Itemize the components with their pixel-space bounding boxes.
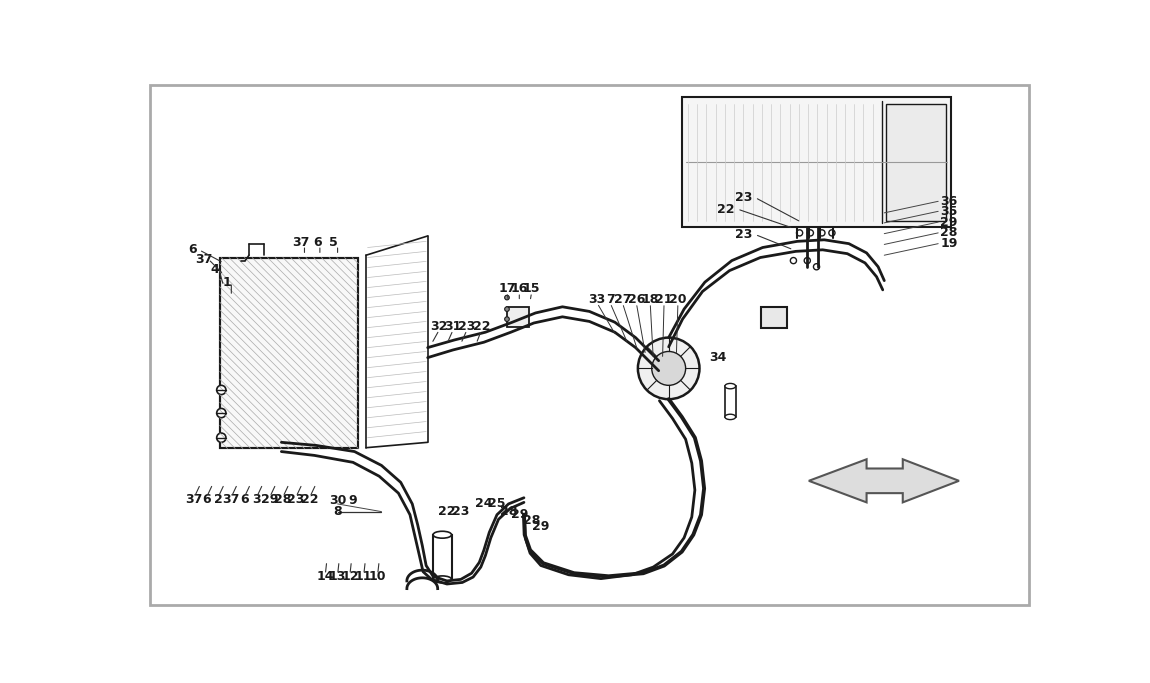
Text: 6: 6 [240,493,248,506]
Circle shape [216,433,225,443]
Text: 27: 27 [614,292,631,305]
Circle shape [829,229,835,236]
Text: 37: 37 [223,493,240,506]
Bar [434,535,452,579]
Polygon shape [808,459,959,503]
Circle shape [216,385,225,395]
Text: 29: 29 [532,520,550,533]
Text: 2: 2 [214,493,223,506]
Text: 28: 28 [941,226,958,239]
Text: 33: 33 [589,292,606,305]
Text: 6: 6 [202,493,210,506]
Text: 14: 14 [316,570,333,583]
Text: 29: 29 [941,216,958,229]
Text: 35: 35 [941,205,958,218]
Circle shape [790,257,797,264]
Text: 29: 29 [261,493,278,506]
Text: 6: 6 [189,243,197,256]
Circle shape [807,229,813,236]
Text: 12: 12 [342,570,359,583]
Text: 26: 26 [628,292,645,305]
Text: 7: 7 [606,292,614,305]
Ellipse shape [724,383,736,389]
Text: 31: 31 [444,320,462,333]
Text: 29: 29 [512,508,529,521]
Text: 5: 5 [329,236,337,249]
Circle shape [813,264,820,270]
Text: 16: 16 [511,282,528,295]
Circle shape [797,229,803,236]
Text: 28: 28 [523,514,540,527]
Circle shape [505,295,509,300]
Bar [682,98,951,227]
Text: 25: 25 [489,497,506,510]
Bar [220,257,359,449]
Text: 23: 23 [735,191,752,204]
Text: 22: 22 [716,203,735,216]
Text: 22: 22 [473,320,490,333]
Text: 15: 15 [523,282,540,295]
Text: 24: 24 [475,497,492,510]
Circle shape [804,257,811,264]
Text: 23: 23 [458,320,476,333]
Text: 1: 1 [222,276,231,289]
Text: 28: 28 [274,493,292,506]
Circle shape [652,352,685,385]
Circle shape [505,317,509,322]
Text: 34: 34 [710,351,727,364]
Text: 13: 13 [329,570,346,583]
Circle shape [819,229,825,236]
Text: 23: 23 [288,493,305,506]
Circle shape [638,337,699,399]
Text: 36: 36 [941,195,958,208]
Text: 11: 11 [355,570,373,583]
Text: 18: 18 [642,292,659,305]
Text: 19: 19 [941,237,958,250]
Text: 28: 28 [500,505,518,518]
Bar [761,307,788,329]
Text: 10: 10 [369,570,386,583]
Bar [507,307,529,327]
Text: 23: 23 [735,228,752,241]
Text: 9: 9 [348,494,358,507]
Bar [724,386,736,417]
Ellipse shape [434,531,452,538]
Text: 8: 8 [334,505,342,518]
Text: 6: 6 [313,236,322,249]
Text: 20: 20 [669,292,687,305]
Circle shape [505,307,509,311]
Ellipse shape [724,414,736,419]
Text: 3: 3 [252,493,261,506]
Text: 22: 22 [438,505,455,518]
Text: 4: 4 [210,264,218,277]
Ellipse shape [434,576,452,583]
Text: 17: 17 [498,282,515,295]
Bar [220,257,359,449]
Text: 22: 22 [301,493,319,506]
Text: 37: 37 [292,236,309,249]
Circle shape [216,408,225,418]
Bar [886,104,946,221]
Text: 32: 32 [430,320,447,333]
Text: 21: 21 [656,292,673,305]
Text: 23: 23 [452,505,469,518]
Text: 30: 30 [329,494,346,507]
Text: 37: 37 [185,493,204,506]
Text: 37: 37 [194,253,213,266]
